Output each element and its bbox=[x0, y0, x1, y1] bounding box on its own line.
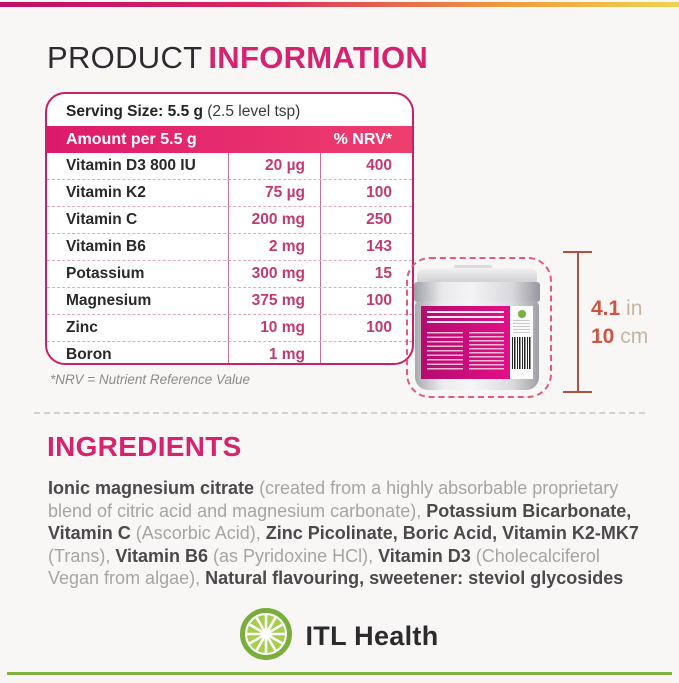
ingredient-segment: Natural flavouring, sweetener: steviol g… bbox=[205, 568, 624, 588]
jar-side-panel bbox=[510, 306, 533, 379]
height-measurement: 4.1 in 10 cm bbox=[591, 295, 648, 351]
jar-label-heading-lines bbox=[427, 311, 504, 325]
jar-panel-logo-dot bbox=[517, 310, 526, 318]
nutrient-name: Boron bbox=[66, 346, 112, 363]
ingredient-segment: Potassium Bicarbonate, Vitamin C bbox=[48, 500, 632, 544]
nutrient-amount: 200 mg bbox=[228, 207, 320, 233]
ingredient-segment: (Cholecalciferol Vegan from algae), bbox=[48, 545, 600, 589]
jar-label-table-lines bbox=[427, 332, 463, 371]
bottom-green-bar bbox=[7, 672, 672, 675]
height-measure-bottom-cap bbox=[563, 391, 592, 393]
nutrient-nrv: 100 bbox=[320, 315, 412, 341]
nutrient-nrv: 100 bbox=[320, 288, 412, 314]
ingredients-text: Ionic magnesium citrate (created from a … bbox=[48, 477, 648, 590]
ingredient-segment: Vitamin B6 bbox=[115, 545, 214, 566]
nutrient-nrv: 100 bbox=[320, 180, 412, 206]
nutrient-name: Magnesium bbox=[66, 292, 152, 309]
citrus-wheel-icon bbox=[240, 607, 293, 665]
jar-lid bbox=[417, 268, 537, 283]
product-jar-dashed-outline bbox=[406, 257, 552, 398]
table-row: Vitamin D3 800 IU 20 µg 400 bbox=[47, 153, 412, 179]
nrv-footnote: *NRV = Nutrient Reference Value bbox=[50, 372, 250, 387]
serving-size-row: Serving Size: 5.5 g (2.5 level tsp) bbox=[47, 94, 412, 126]
nutrient-nrv bbox=[320, 342, 412, 363]
nutrient-amount: 1 mg bbox=[228, 342, 320, 363]
ingredient-segment: Vitamin D3 bbox=[378, 545, 476, 566]
nutrient-nrv: 143 bbox=[320, 234, 412, 260]
ingredient-segment: Ionic magnesium citrate bbox=[48, 478, 260, 498]
nutrient-name: Zinc bbox=[66, 319, 98, 336]
product-jar-image bbox=[414, 265, 540, 390]
barcode bbox=[512, 337, 531, 369]
ingredient-segment: (as Pyridoxine HCl), bbox=[213, 545, 379, 566]
table-row: Zinc 10 mg 100 bbox=[47, 314, 412, 341]
jar-front-label bbox=[421, 306, 510, 379]
table-row: Vitamin K2 75 µg 100 bbox=[47, 179, 412, 206]
jar-neck bbox=[414, 282, 540, 302]
height-measure-top-cap bbox=[563, 251, 592, 253]
table-row: Boron 1 mg bbox=[47, 341, 412, 363]
nutrient-name: Vitamin K2 bbox=[66, 184, 146, 201]
nutrient-name: Vitamin C bbox=[66, 211, 138, 228]
nutrient-nrv: 250 bbox=[320, 207, 412, 233]
jar-panel-text-lines bbox=[513, 320, 530, 334]
ingredient-segment: (Ascorbic Acid), bbox=[135, 523, 266, 543]
nutrient-amount: 10 mg bbox=[228, 315, 320, 341]
nrv-column-header: % NRV* bbox=[333, 130, 392, 148]
nutrient-amount: 2 mg bbox=[228, 234, 320, 260]
nutrient-amount: 375 mg bbox=[228, 288, 320, 314]
height-measure-line bbox=[577, 252, 579, 392]
table-header-bar: Amount per 5.5 g % NRV* bbox=[47, 126, 412, 153]
serving-size-note: (2.5 level tsp) bbox=[202, 103, 301, 120]
ingredient-segment: (created from a highly absorbable propri… bbox=[48, 478, 619, 521]
page-title: PRODUCT INFORMATION bbox=[47, 40, 428, 76]
dashed-section-divider bbox=[34, 412, 645, 414]
title-information: INFORMATION bbox=[208, 40, 429, 75]
ingredient-segment: Zinc Picolinate, Boric Acid, Vitamin K2-… bbox=[265, 523, 639, 543]
amount-column-header: Amount per 5.5 g bbox=[66, 130, 197, 148]
nutrient-amount: 300 mg bbox=[228, 261, 320, 287]
nutrient-nrv: 15 bbox=[320, 261, 412, 287]
height-cm: 10 cm bbox=[591, 325, 649, 348]
nutrient-name: Vitamin D3 800 IU bbox=[66, 157, 196, 174]
height-inches: 4.1 in bbox=[591, 297, 643, 320]
nutrient-amount: 75 µg bbox=[228, 180, 320, 206]
nutrient-name: Potassium bbox=[66, 265, 145, 282]
nutrient-amount: 20 µg bbox=[228, 153, 320, 179]
table-row: Magnesium 375 mg 100 bbox=[47, 287, 412, 314]
ingredient-segment: (Trans), bbox=[48, 545, 116, 566]
serving-size-value: Serving Size: 5.5 g bbox=[66, 103, 203, 120]
ingredients-heading: INGREDIENTS bbox=[47, 431, 242, 462]
nutrient-nrv: 400 bbox=[320, 153, 412, 179]
top-gradient-bar bbox=[0, 2, 679, 7]
title-product: PRODUCT bbox=[47, 40, 203, 75]
jar-label-text-lines bbox=[469, 332, 504, 371]
nutrient-name: Vitamin B6 bbox=[66, 238, 146, 255]
brand-name: ITL Health bbox=[305, 620, 439, 651]
table-row: Vitamin B6 2 mg 143 bbox=[47, 233, 412, 260]
table-row: Potassium 300 mg 15 bbox=[47, 260, 412, 287]
brand-footer: ITL Health bbox=[0, 607, 679, 665]
nutrition-table: Serving Size: 5.5 g (2.5 level tsp) Amou… bbox=[45, 92, 414, 365]
table-row: Vitamin C 200 mg 250 bbox=[47, 206, 412, 233]
